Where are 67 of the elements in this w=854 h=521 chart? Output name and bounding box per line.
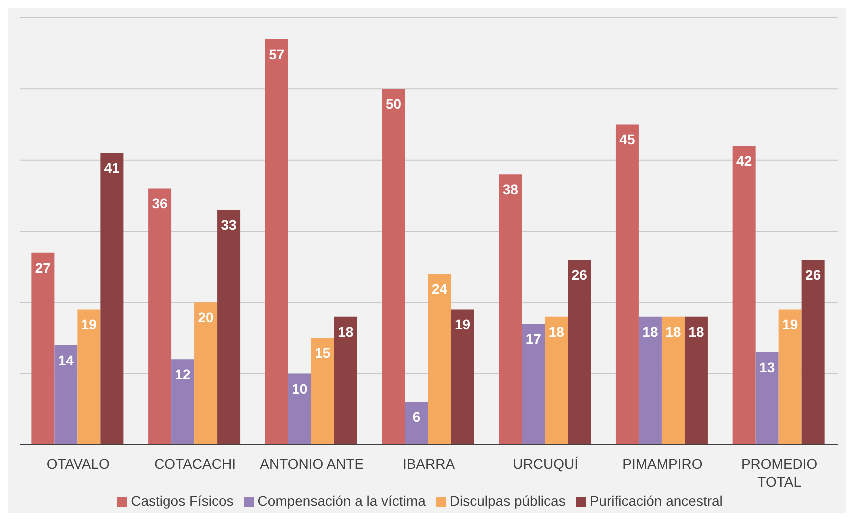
bar	[194, 302, 218, 445]
data-label: 19	[782, 316, 798, 333]
bar	[451, 310, 474, 445]
data-label: 14	[58, 352, 74, 368]
bar	[218, 210, 241, 445]
data-label: 12	[175, 366, 192, 383]
data-label: 57	[269, 46, 285, 62]
x-tick-label: ANTONIO ANTE	[260, 456, 364, 472]
x-tick-label: OTAVALO	[46, 456, 110, 472]
legend-label: Disculpas públicas	[450, 493, 566, 509]
legend-label: Purificación ancestral	[590, 493, 723, 509]
bar	[148, 188, 172, 445]
bar	[32, 252, 55, 445]
data-label: 18	[642, 324, 658, 340]
data-label: 18	[666, 324, 682, 340]
bar	[522, 324, 546, 445]
data-label: 10	[292, 380, 308, 397]
data-label: 18	[548, 324, 565, 340]
bar	[499, 174, 522, 445]
bar	[428, 274, 452, 445]
data-label: 20	[198, 310, 214, 326]
data-label: 13	[760, 359, 776, 376]
bar	[100, 153, 124, 445]
bar	[382, 89, 406, 445]
data-label: 19	[81, 316, 98, 333]
bar	[405, 402, 428, 445]
data-label: 26	[806, 266, 822, 283]
bar	[54, 345, 78, 445]
data-label: 45	[620, 132, 636, 148]
bar	[265, 39, 288, 445]
bar	[662, 316, 685, 445]
bar	[756, 352, 779, 445]
x-tick-label: PIMAMPIRO	[622, 456, 703, 472]
data-label: 50	[386, 96, 402, 112]
bar	[568, 260, 592, 445]
data-label: 24	[432, 281, 448, 298]
bar	[684, 316, 708, 445]
x-tick-label: URCUQUÍ	[513, 456, 579, 472]
data-label: 17	[526, 330, 542, 347]
data-label: 15	[315, 345, 331, 362]
data-label: 41	[104, 160, 120, 176]
data-label: 36	[152, 196, 168, 212]
x-tick-label: COTACACHI	[154, 456, 236, 472]
data-label: 26	[572, 266, 588, 283]
bar	[802, 260, 825, 445]
data-label: 27	[35, 260, 52, 276]
bar	[778, 310, 802, 445]
bar	[172, 360, 195, 445]
data-label: 18	[688, 324, 704, 340]
data-label: 19	[454, 316, 471, 333]
bar	[732, 146, 756, 445]
data-label: 33	[221, 217, 238, 234]
bar	[545, 316, 568, 445]
bar	[334, 316, 358, 445]
x-tick-label: PROMEDIO TOTAL	[741, 456, 818, 490]
bar	[311, 338, 334, 445]
bar	[78, 310, 101, 445]
data-label: 38	[502, 182, 519, 198]
data-label: 42	[736, 153, 752, 170]
legend-label: Castigos Físicos	[131, 493, 234, 509]
x-tick-label: IBARRA	[402, 456, 456, 472]
data-label: 18	[338, 324, 354, 340]
data-label: 6	[412, 409, 421, 426]
bar	[288, 374, 312, 445]
bar	[638, 316, 662, 445]
bar	[616, 124, 639, 445]
legend-label: Compensación a la víctima	[258, 493, 426, 509]
